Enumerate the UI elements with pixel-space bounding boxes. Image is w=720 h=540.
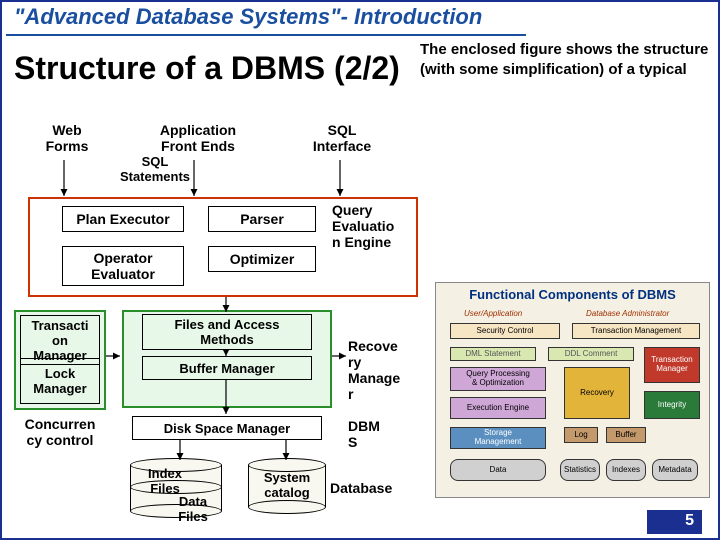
label-index-files: Index Files [140,466,190,496]
label-sql-iface: SQL Interface [302,122,382,154]
si-integrity: Integrity [644,391,700,419]
si-recovery: Recovery [564,367,630,419]
label-data-files: Data Files [170,494,216,524]
label-database: Database [330,480,410,496]
si-meta: Metadata [652,459,698,481]
box-optimizer: Optimizer [208,246,316,272]
label-recovery: Recove ry Manage r [348,338,418,402]
box-parser: Parser [208,206,316,232]
description-text: The enclosed figure shows the structure … [420,40,710,79]
side-diagram: Functional Components of DBMS User/Appli… [435,282,710,498]
si-txn-mgmt: Transaction Management [572,323,700,339]
label-sql-stmts: SQL Statements [110,154,200,184]
label-web-forms: Web Forms [32,122,102,154]
title-underline [6,34,526,36]
page-title-top: "Advanced Database Systems"- Introductio… [14,4,482,30]
label-query-engine: Query Evaluatio n Engine [332,202,412,250]
si-user: User/Application [464,309,522,318]
label-sys-catalog: System catalog [252,470,322,500]
page-number: 5 [647,510,702,534]
page-subtitle: Structure of a DBMS (2/2) [14,50,400,87]
label-concurrency: Concurren cy control [14,416,106,448]
si-stats: Statistics [560,459,600,481]
box-plan-executor: Plan Executor [62,206,184,232]
label-app-front: Application Front Ends [148,122,248,154]
si-txn-mgr: Transaction Manager [644,347,700,383]
si-log: Log [564,427,598,443]
si-ddl: DDL Comment [548,347,634,361]
side-title: Functional Components of DBMS [436,287,709,302]
label-dbms: DBM S [348,418,408,450]
si-buffer: Buffer [606,427,646,443]
box-files-access: Files and Access Methods [142,314,312,350]
si-dml: DML Statement [450,347,536,361]
box-operator-eval: Operator Evaluator [62,246,184,286]
box-disk-mgr: Disk Space Manager [132,416,322,440]
si-storage: Storage Management [450,427,546,449]
si-data: Data [450,459,546,481]
si-security: Security Control [450,323,560,339]
si-indexes: Indexes [606,459,646,481]
si-admin: Database Administrator [586,309,669,318]
box-buffer-mgr: Buffer Manager [142,356,312,380]
si-exec: Execution Engine [450,397,546,419]
si-query: Query Processing & Optimization [450,367,546,391]
box-lock-mgr: Lock Manager [20,358,100,404]
